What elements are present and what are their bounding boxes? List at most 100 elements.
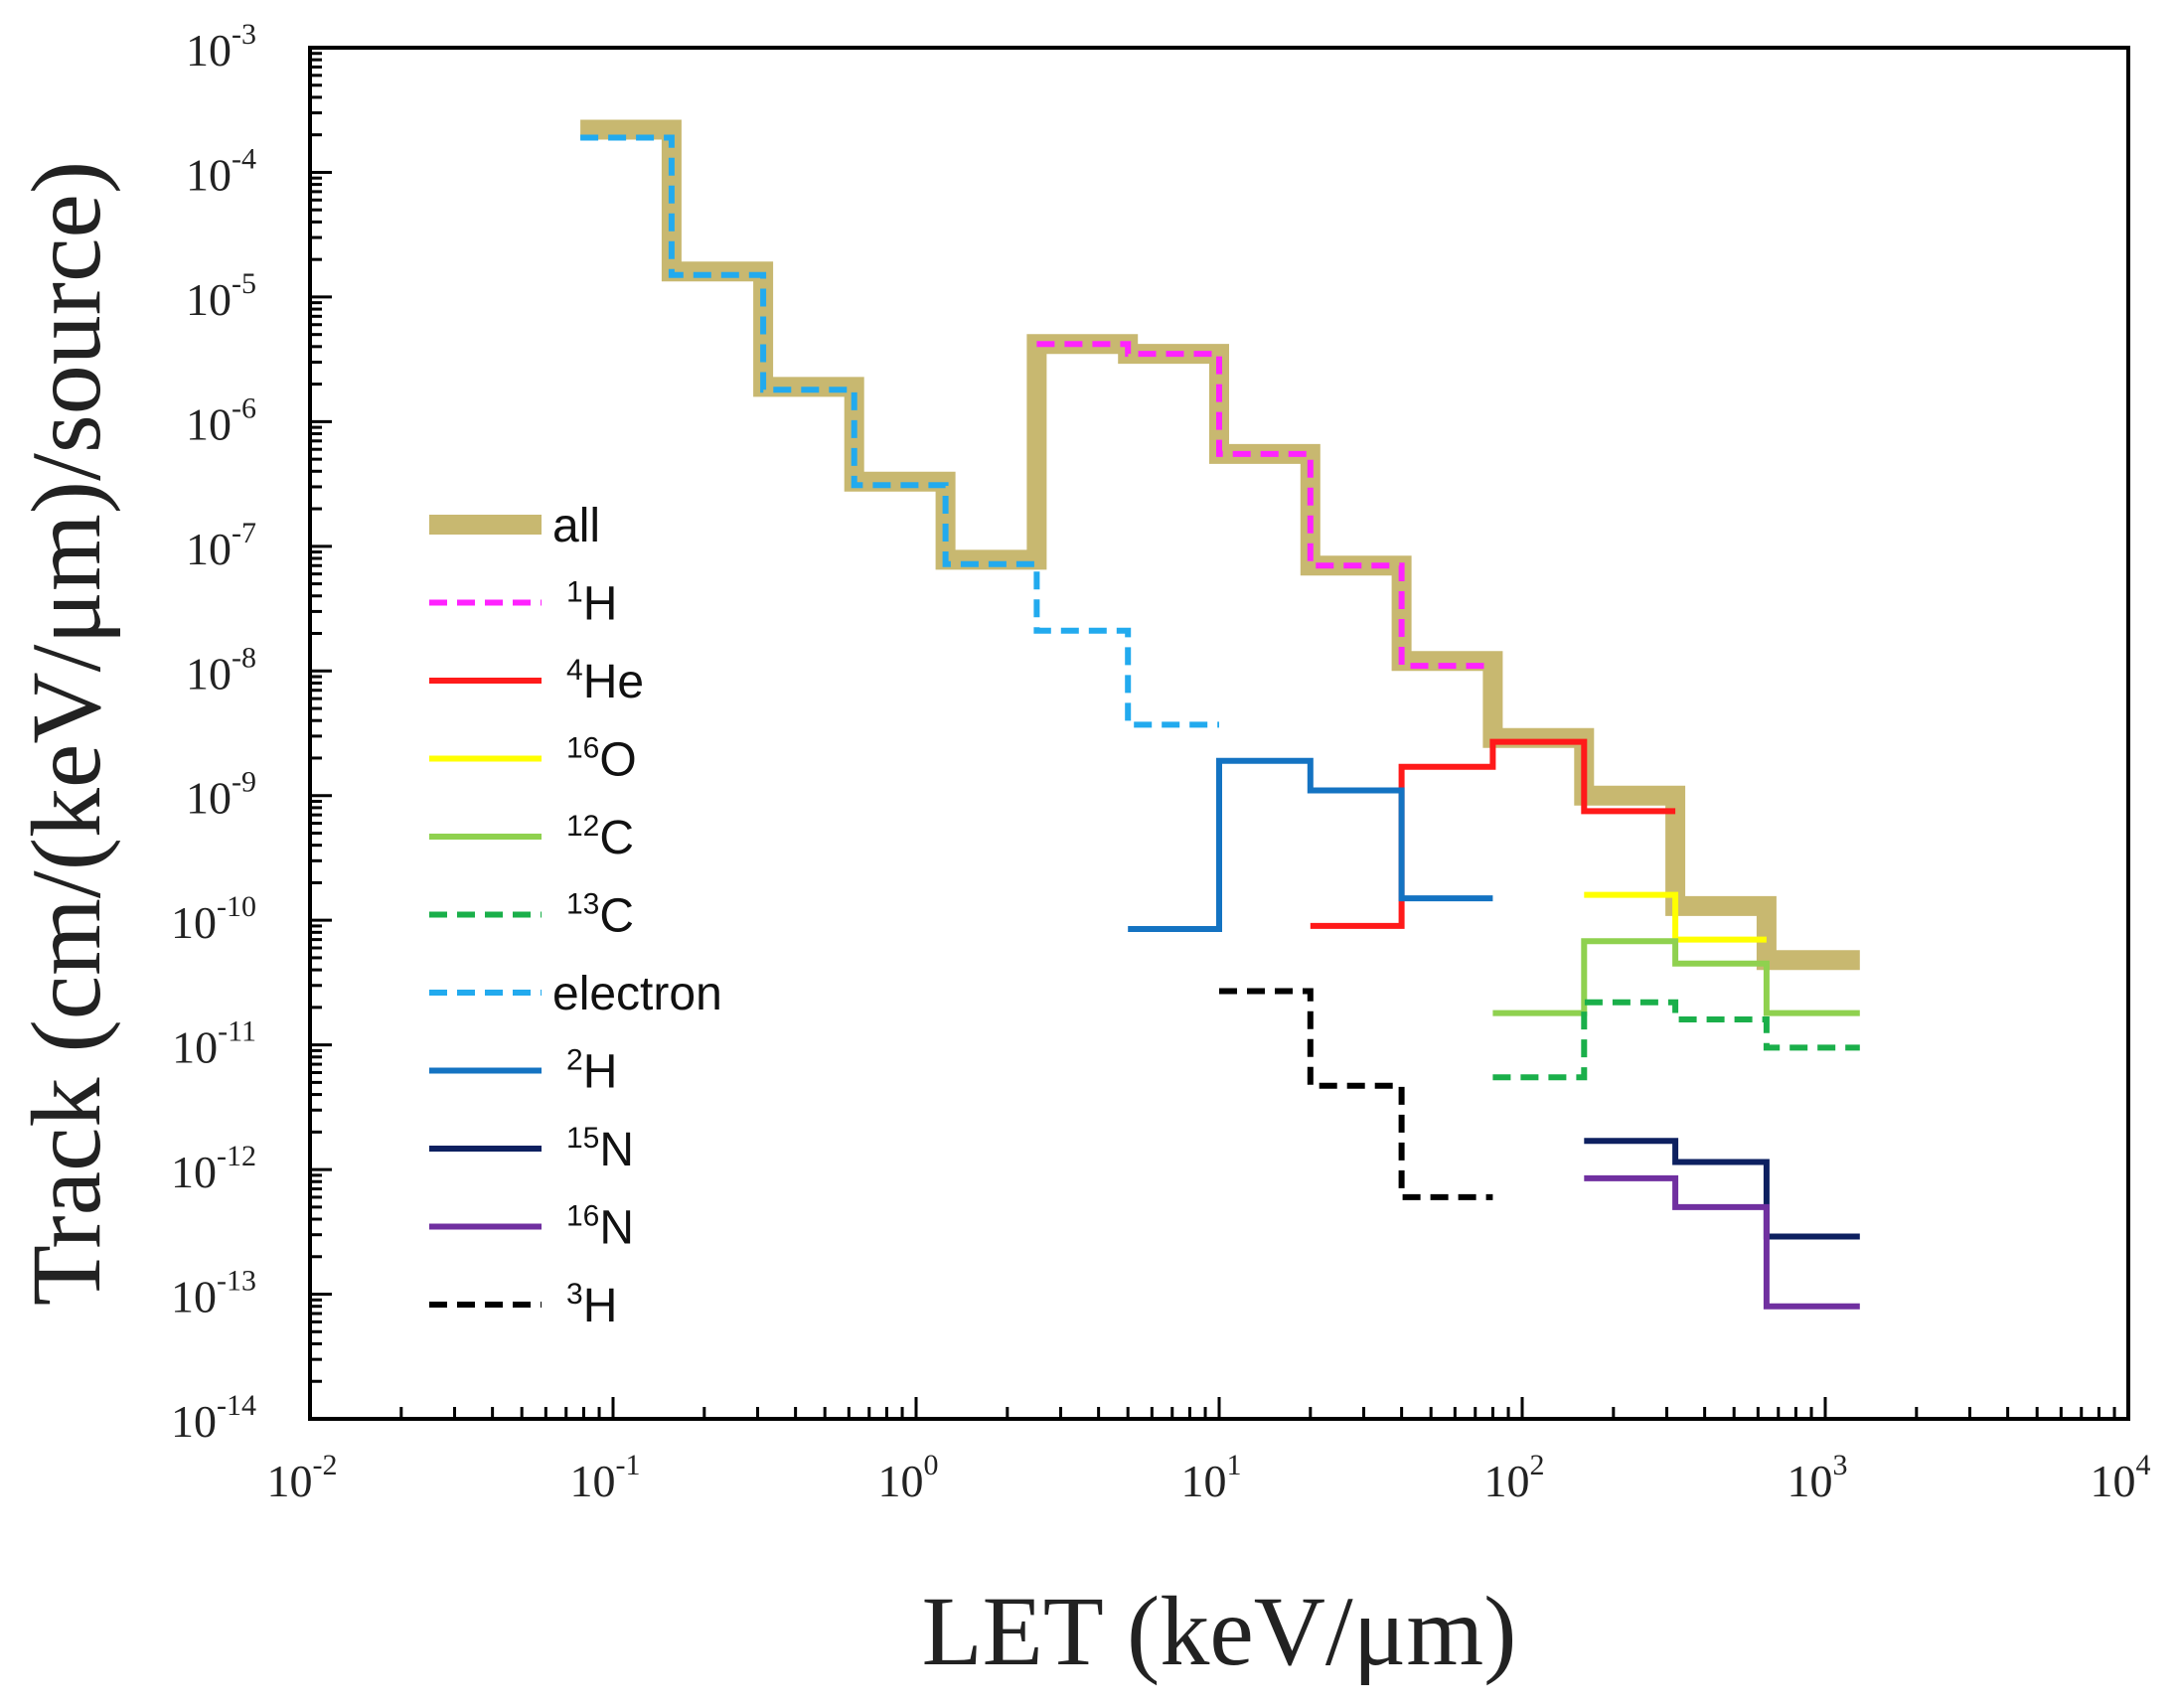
- x-tick-base: 10: [878, 1456, 924, 1506]
- legend-element: C: [599, 890, 634, 943]
- legend-label-c12: 12C: [566, 810, 634, 864]
- x-tick-base: 10: [1484, 1456, 1530, 1506]
- y-tick-exponent: -4: [232, 142, 256, 175]
- legend-item-c12: 12C: [429, 810, 634, 864]
- series-line-n16: [1584, 1174, 1860, 1310]
- x-tick-exponent: 0: [924, 1449, 939, 1481]
- y-tick-exponent: -6: [232, 391, 256, 424]
- y-tick-exponent: -11: [218, 1015, 256, 1048]
- x-tick-base: 10: [2091, 1456, 2136, 1506]
- y-tick-base: 10: [171, 1147, 217, 1197]
- legend-superscript: 13: [566, 888, 599, 921]
- y-tick-base: 10: [186, 398, 232, 449]
- x-tick-label: 104: [2091, 1449, 2151, 1506]
- y-tick-label: 10-4: [186, 142, 256, 200]
- y-tick-base: 10: [186, 149, 232, 200]
- legend-item-o16: 16O: [429, 732, 637, 787]
- y-tick-base: 10: [186, 773, 232, 824]
- x-tick-base: 10: [1181, 1456, 1227, 1506]
- legend-superscript: 3: [566, 1278, 583, 1311]
- series-line-h1: [1036, 341, 1493, 670]
- y-tick-base: 10: [186, 274, 232, 325]
- legend-label-n16: 16N: [566, 1200, 634, 1255]
- legend-item-all: all: [429, 500, 600, 552]
- legend-item-he4: 4He: [429, 654, 644, 708]
- legend-label-o16: 16O: [566, 732, 637, 787]
- y-tick-label: 10-7: [186, 517, 256, 574]
- legend-label-h2: 2H: [566, 1044, 617, 1099]
- y-tick-label: 10-13: [171, 1265, 256, 1322]
- series-line-o16: [1584, 891, 1767, 943]
- legend-element: N: [599, 1202, 634, 1255]
- x-tick-label: 10-2: [267, 1449, 338, 1506]
- y-tick-base: 10: [171, 1396, 217, 1447]
- y-tick-base: 10: [172, 1022, 218, 1073]
- legend-label-electron: electron: [552, 968, 722, 1020]
- series-line-c13: [1492, 999, 1860, 1081]
- legend-item-n16: 16N: [429, 1200, 634, 1255]
- legend-item-electron: electron: [429, 968, 722, 1020]
- y-axis-title: Track (cm/(keV/μm)/source): [11, 161, 121, 1306]
- legend-item-h2: 2H: [429, 1044, 617, 1099]
- legend-item-c13: 13C: [429, 888, 634, 943]
- series-layer: [580, 119, 1860, 1310]
- y-tick-exponent: -9: [232, 766, 256, 799]
- legend-superscript: 16: [566, 1200, 599, 1233]
- x-tick-base: 10: [1787, 1456, 1833, 1506]
- x-tick-label: 102: [1484, 1449, 1545, 1506]
- legend-label-h1: 1H: [566, 576, 617, 631]
- legend-element: O: [599, 734, 636, 787]
- legend-label-h3: 3H: [566, 1278, 617, 1332]
- series-line-n15: [1584, 1138, 1860, 1240]
- legend-element: N: [599, 1124, 634, 1176]
- legend-superscript: 15: [566, 1122, 599, 1155]
- y-tick-base: 10: [171, 1272, 217, 1322]
- legend-element: H: [583, 1046, 618, 1099]
- y-tick-label: 10-11: [172, 1015, 256, 1073]
- x-tick-exponent: 3: [1833, 1449, 1848, 1481]
- legend-element: H: [583, 578, 618, 631]
- legend-item-h1: 1H: [429, 576, 617, 631]
- x-tick-label: 103: [1787, 1449, 1848, 1506]
- y-tick-label: 10-9: [186, 766, 256, 824]
- y-tick-exponent: -12: [217, 1140, 256, 1172]
- legend-label-n15: 15N: [566, 1122, 634, 1176]
- y-tick-exponent: -3: [232, 18, 256, 51]
- y-tick-exponent: -14: [217, 1389, 256, 1422]
- legend-superscript: 2: [566, 1044, 583, 1077]
- x-axis-title: LET (keV/μm): [922, 1576, 1517, 1686]
- series-line-h2: [1128, 757, 1493, 932]
- y-tick-label: 10-5: [186, 267, 256, 325]
- y-tick-base: 10: [171, 897, 217, 948]
- x-tick-label: 10-1: [570, 1449, 641, 1506]
- y-tick-exponent: -13: [217, 1265, 256, 1298]
- legend-superscript: 4: [566, 654, 583, 687]
- x-tick-exponent: 4: [2136, 1449, 2151, 1481]
- y-tick-label: 10-12: [171, 1140, 256, 1197]
- x-tick-exponent: -1: [616, 1449, 641, 1481]
- x-tick-exponent: -2: [313, 1449, 338, 1481]
- legend-element: He: [583, 656, 644, 708]
- legend-superscript: 12: [566, 810, 599, 843]
- y-tick-exponent: -8: [232, 641, 256, 674]
- x-tick-base: 10: [570, 1456, 616, 1506]
- legend-superscript: 16: [566, 732, 599, 765]
- series-line-c12: [1492, 938, 1860, 1016]
- legend-item-n15: 15N: [429, 1122, 634, 1176]
- y-tick-label: 10-6: [186, 391, 256, 449]
- y-tick-exponent: -10: [217, 890, 256, 923]
- y-tick-label: 10-14: [171, 1389, 256, 1447]
- y-tick-base: 10: [186, 648, 232, 699]
- x-tick-label: 100: [878, 1449, 939, 1506]
- legend-item-h3: 3H: [429, 1278, 617, 1332]
- y-tick-label: 10-10: [171, 890, 256, 948]
- legend-label-c13: 13C: [566, 888, 634, 943]
- legend-element: C: [599, 812, 634, 864]
- y-tick-label: 10-8: [186, 641, 256, 699]
- y-tick-base: 10: [186, 524, 232, 574]
- tick-layer: 10-2 10-1 100 101 102 103 10410-310-410-510-61…: [171, 18, 2151, 1506]
- y-tick-exponent: -7: [232, 517, 256, 549]
